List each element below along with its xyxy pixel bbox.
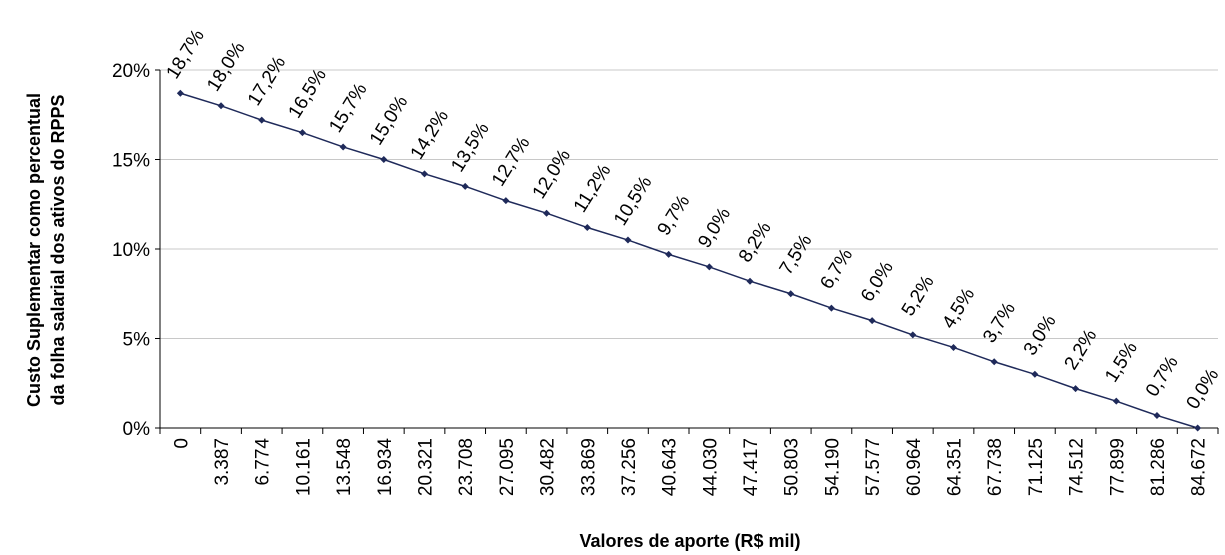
data-label: 3,0% [1020, 311, 1061, 359]
x-tick-label: 20.321 [416, 438, 437, 496]
x-tick-label: 71.125 [1026, 438, 1047, 496]
x-tick-label: 37.256 [619, 438, 640, 496]
data-label: 14,2% [407, 106, 453, 163]
marker [705, 263, 713, 271]
marker [176, 89, 184, 97]
marker [624, 236, 632, 244]
marker [543, 209, 551, 217]
marker [339, 143, 347, 151]
x-tick-label: 3.387 [212, 438, 233, 486]
data-label: 9,7% [654, 191, 695, 239]
x-tick-label: 10.161 [293, 438, 314, 496]
marker [827, 304, 835, 312]
x-tick-label: 16.934 [375, 438, 396, 497]
x-tick-label: 50.803 [782, 438, 803, 496]
marker [583, 224, 591, 232]
marker [421, 170, 428, 178]
data-label: 0,7% [1142, 353, 1183, 401]
data-label: 17,2% [244, 53, 290, 110]
marker [380, 156, 388, 163]
data-label: 3,7% [979, 299, 1020, 347]
marker [502, 197, 510, 205]
marker [787, 290, 795, 298]
x-tick-label: 33.869 [578, 438, 599, 496]
marker [950, 343, 957, 351]
marker [298, 129, 306, 137]
data-label: 12,0% [529, 146, 575, 203]
data-label: 12,7% [488, 133, 534, 190]
y-tick-label: 15% [112, 151, 150, 172]
y-tick-label: 0% [123, 419, 151, 440]
data-label: 6,0% [857, 258, 898, 306]
y-tick-label: 20% [112, 61, 150, 82]
marker [665, 250, 673, 258]
data-label: 16,5% [285, 65, 331, 122]
marker [868, 317, 876, 325]
x-axis-label: Valores de aporte (R$ mil) [579, 531, 800, 551]
x-tick-label: 74.512 [1067, 438, 1088, 496]
x-tick-label: 30.482 [538, 438, 559, 496]
data-label: 6,7% [816, 245, 857, 293]
x-tick-label: 77.899 [1107, 438, 1128, 496]
x-tick-label: 81.286 [1148, 438, 1169, 496]
x-tick-label: 13.548 [334, 438, 355, 496]
marker [1031, 370, 1039, 378]
x-tick-label: 44.030 [700, 438, 721, 496]
data-label: 15,7% [325, 80, 371, 137]
data-label: 18,0% [203, 38, 249, 95]
marker [1072, 385, 1080, 393]
x-tick-label: 84.672 [1189, 438, 1210, 496]
data-label: 15,0% [366, 92, 412, 149]
y-tick-label: 5% [123, 330, 151, 351]
data-label: 0,0% [1183, 365, 1224, 413]
data-label: 2,2% [1061, 326, 1102, 374]
x-tick-label: 0 [171, 438, 192, 449]
marker [746, 277, 754, 285]
y-axis-label: da folha salarial dos ativos do RPPS [48, 94, 68, 405]
marker [461, 182, 469, 190]
data-label: 13,5% [447, 119, 493, 176]
data-label: 11,2% [570, 161, 616, 217]
x-tick-label: 60.964 [904, 438, 925, 497]
marker [1112, 397, 1120, 405]
data-label: 18,7% [163, 26, 209, 83]
marker [1153, 411, 1161, 419]
line [180, 92, 1198, 429]
data-label: 9,0% [694, 204, 735, 252]
x-tick-label: 57.577 [863, 438, 884, 496]
x-tick-label: 23.708 [456, 438, 477, 496]
marker [1194, 424, 1202, 432]
data-label: 8,2% [735, 218, 776, 266]
x-tick-label: 40.643 [660, 438, 681, 496]
x-tick-label: 47.417 [741, 438, 762, 496]
marker [909, 331, 917, 339]
y-tick-label: 10% [112, 240, 150, 261]
x-tick-label: 54.190 [822, 438, 843, 496]
data-label: 4,5% [938, 285, 979, 333]
data-label: 10,5% [610, 173, 656, 230]
data-label: 5,2% [898, 272, 939, 320]
x-tick-label: 27.095 [497, 438, 518, 496]
marker [258, 116, 266, 124]
y-axis-label: Custo Suplementar como percentual [24, 93, 44, 407]
marker [217, 102, 225, 110]
x-tick-label: 6.774 [253, 438, 274, 486]
x-tick-label: 67.738 [985, 438, 1006, 496]
marker [990, 358, 998, 366]
data-label: 1,5% [1101, 338, 1142, 386]
x-tick-label: 64.351 [945, 438, 966, 496]
data-label: 7,5% [776, 231, 817, 279]
